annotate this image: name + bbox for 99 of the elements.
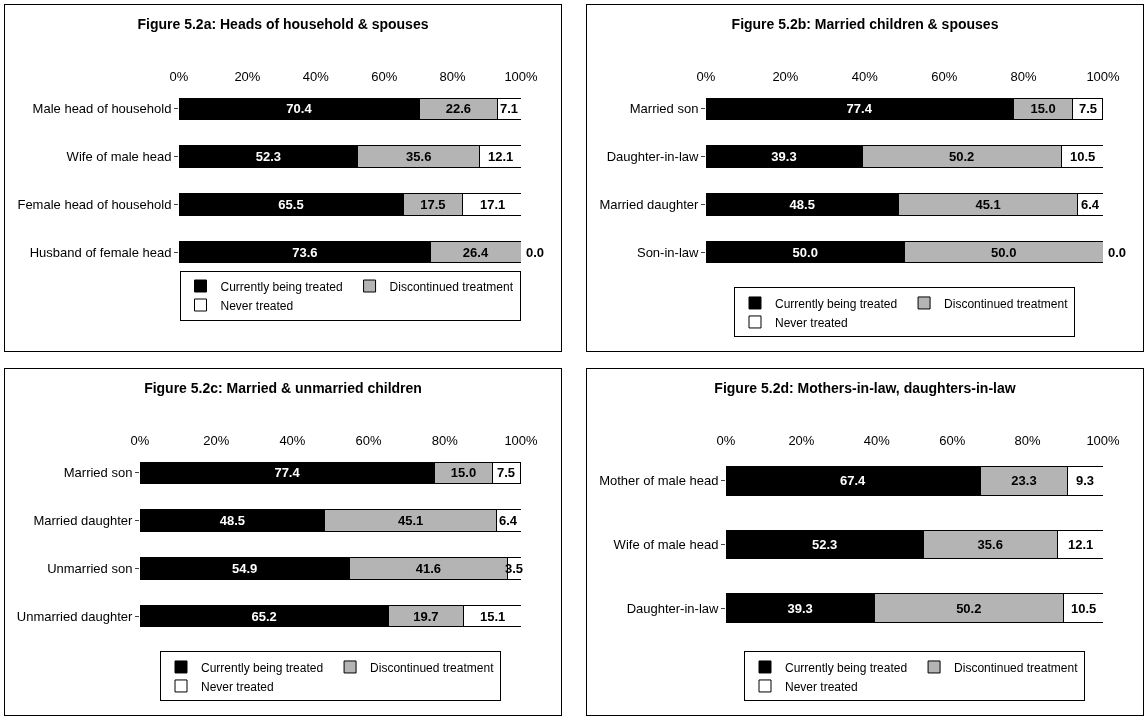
x-tick-label: 40% [302,69,330,85]
data-label: 67.4 [840,473,867,489]
x-tick-label: 60% [939,433,966,449]
x-tick-label: 80% [431,433,459,449]
data-label: 6.4 [499,513,518,528]
x-tick-label: 80% [1014,433,1042,449]
data-label: 54.9 [231,560,258,576]
x-tick-label: 60% [371,69,398,85]
y-tick-label: Unmarried son [47,560,133,576]
x-tick-label: 40% [863,433,891,449]
data-label: 10.5 [1071,601,1097,616]
y-tick-label: Husband of female head [29,244,172,260]
x-tick-label: 20% [234,69,261,85]
y-tick-label: Son-in-law [636,244,699,260]
data-label: 50.2 [949,149,975,165]
legend-label: Never treated [775,315,848,330]
y-tick-label: Mother of male head [599,473,719,489]
data-label: 35.6 [977,537,1003,553]
legend-label: Never treated [220,298,294,313]
x-tick-label: 0% [696,69,716,85]
data-label: 48.5 [219,513,246,529]
y-tick-label: Married son [629,101,699,117]
data-label: 65.2 [251,608,277,624]
y-tick-label: Unmarried daughter [16,608,134,624]
chart-title: Figure 5.2d: Mothers-in-law, daughters-in-law [714,379,1016,396]
x-tick-label: 60% [931,69,958,85]
data-label: 9.3 [1076,473,1095,488]
legend-label: Discontinued treatment [954,660,1079,675]
data-label: 7.5 [497,465,516,480]
x-tick-label: 20% [772,69,799,85]
data-label: 7.1 [500,101,519,116]
data-label: 0.0 [1108,245,1127,260]
data-label: 77.4 [274,465,301,481]
y-tick-label: Daughter-in-law [626,600,720,616]
x-tick-label: 100% [504,433,539,449]
y-tick-label: Wife of male head [613,537,719,553]
y-tick-label: Married daughter [33,513,134,529]
legend-label: Currently being treated [775,296,898,311]
x-tick-label: 100% [1086,69,1121,85]
x-tick-label: 100% [1086,433,1121,449]
x-tick-label: 20% [788,433,815,449]
legend-label: Discontinued treatment [389,279,514,294]
x-tick-label: 60% [355,433,383,449]
legend-label: Currently being treated [201,660,324,675]
chart-title: Figure 5.2b: Married children & spouses [731,15,999,32]
x-tick-label: 80% [439,69,467,85]
data-label: 50.0 [991,244,1017,260]
data-label: 26.4 [462,244,489,260]
data-label: 41.6 [415,560,442,576]
data-label: 23.3 [1011,473,1037,489]
data-label: 15.1 [480,609,506,624]
data-label: 50.2 [956,600,982,616]
x-tick-label: 20% [203,433,230,449]
x-tick-label: 0% [130,433,150,449]
data-label: 17.1 [480,197,506,212]
data-label: 12.1 [488,149,514,164]
data-label: 73.6 [292,244,318,260]
y-tick-label: Married son [63,465,133,481]
y-tick-label: Daughter-in-law [606,149,700,165]
y-tick-label: Male head of household [32,101,172,117]
data-label: 45.1 [975,196,1001,212]
data-label: 45.1 [398,513,424,529]
legend-label: Discontinued treatment [944,296,1069,311]
x-tick-label: 80% [1010,69,1038,85]
chart-title: Figure 5.2c: Married & unmarried children [144,379,422,396]
data-label: 7.5 [1079,101,1098,116]
data-label: 15.0 [1030,101,1056,117]
data-label: 52.3 [811,537,838,553]
data-label: 19.7 [413,608,439,624]
data-label: 70.4 [286,101,313,117]
data-label: 50.0 [792,244,818,260]
data-label: 0.0 [526,245,545,260]
x-tick-label: 0% [716,433,736,449]
x-tick-label: 100% [504,69,539,85]
legend-label: Never treated [785,679,858,694]
data-label: 39.3 [787,600,813,616]
data-label: 6.4 [1081,197,1100,212]
legend-label: Currently being treated [785,660,908,675]
y-tick-label: Wife of male head [66,149,172,165]
legend-label: Discontinued treatment [370,660,495,675]
data-label: 12.1 [1068,537,1094,552]
chart-title: Figure 5.2a: Heads of household & spouses [137,15,429,32]
data-label: 52.3 [255,149,282,165]
data-label: 48.5 [789,196,815,212]
data-label: 10.5 [1070,149,1096,164]
y-tick-label: Married daughter [599,196,700,212]
legend-label: Currently being treated [220,279,343,294]
data-label: 65.5 [278,196,304,212]
legend-label: Never treated [201,679,274,694]
data-label: 39.3 [771,149,797,165]
y-tick-label: Female head of household [17,196,172,212]
x-tick-label: 0% [169,69,189,85]
data-label: 22.6 [445,101,472,117]
data-label: 77.4 [846,101,873,117]
x-tick-label: 40% [279,433,306,449]
data-label: 15.0 [450,465,477,481]
x-tick-label: 40% [851,69,879,85]
data-label: 17.5 [420,196,446,212]
data-label: 35.6 [406,149,432,165]
